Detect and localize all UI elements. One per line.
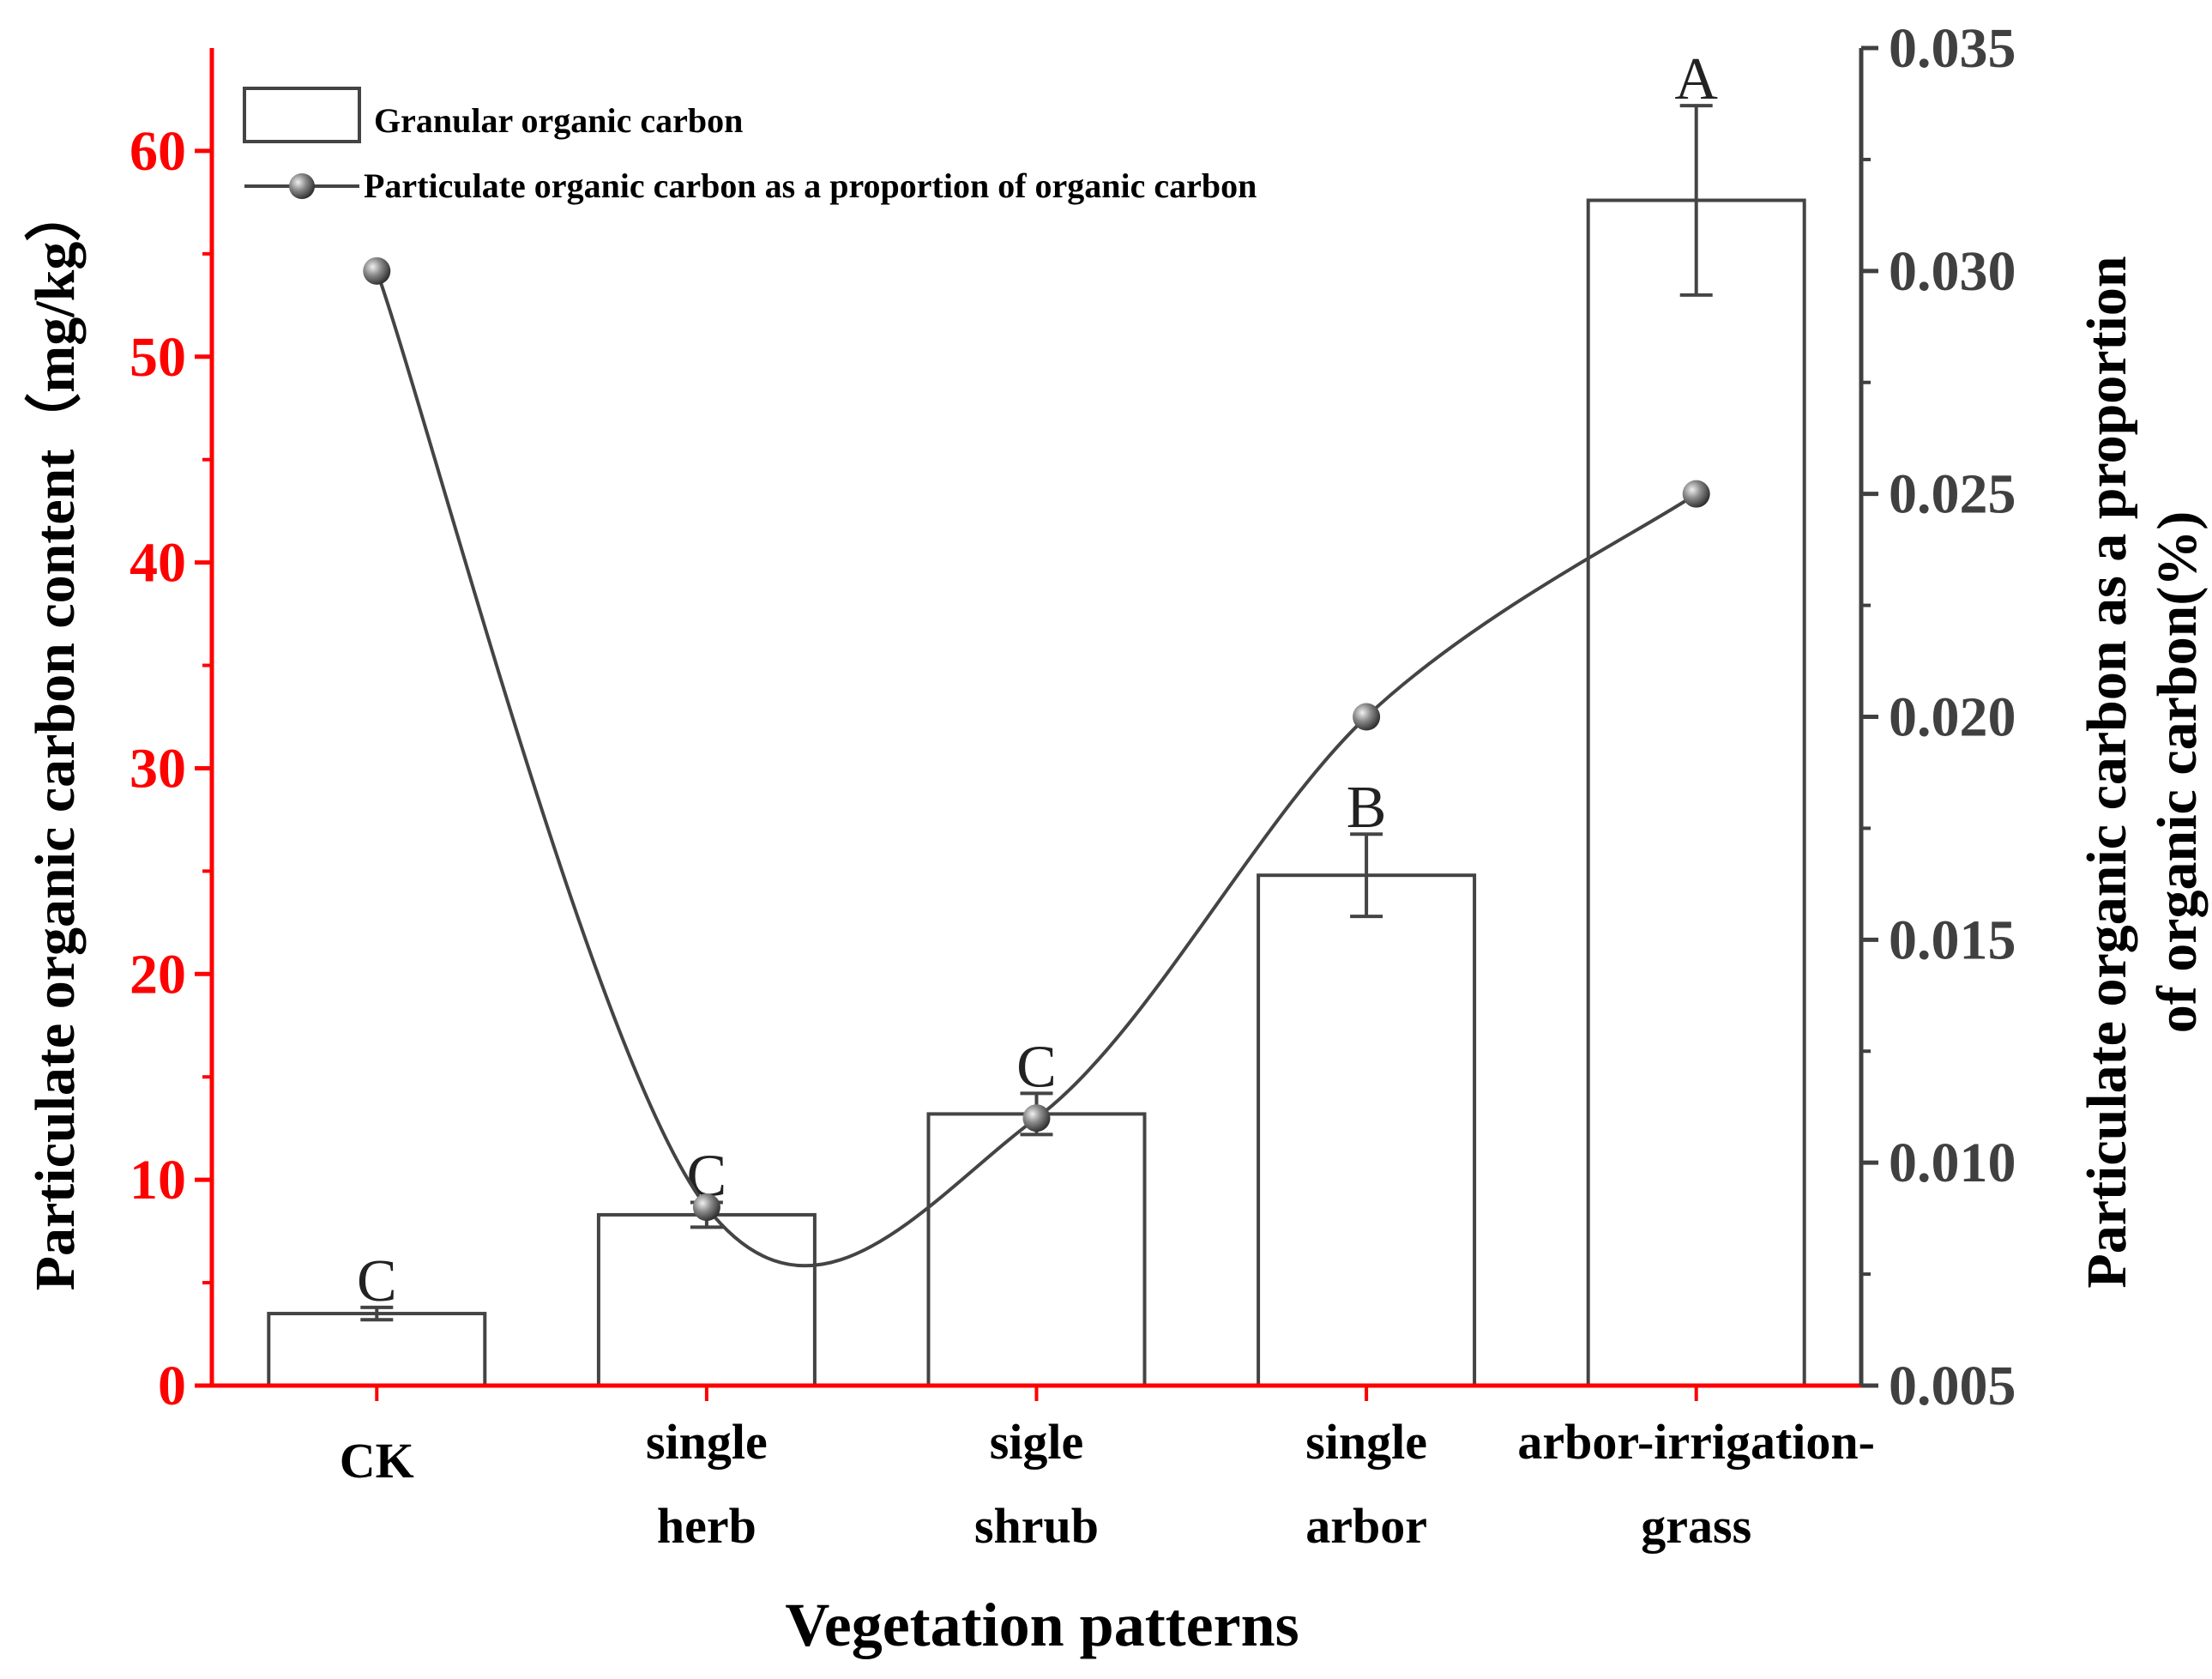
right-tick-label-3: 0.020 — [1889, 686, 2016, 749]
category-label-line: single — [646, 1414, 768, 1470]
left-tick-label-4: 40 — [130, 532, 186, 595]
axes-layer: 0 10 20 30 40 50 60 0.005 0.010 0.015 0.020 0.025 0.… — [130, 17, 2016, 1554]
proportion-line — [375, 270, 1697, 1268]
bar-3 — [1257, 873, 1477, 1387]
right-tick-label-4: 0.025 — [1889, 463, 2016, 526]
left-tick-label-0: 0 — [158, 1355, 186, 1417]
category-label-line: sigle — [990, 1414, 1084, 1470]
category-label-3: single arbor — [1305, 1414, 1427, 1554]
line-point-0 — [363, 257, 391, 285]
category-label-4: arbor-irrigation-grass — [1517, 1414, 1875, 1554]
bar-0 — [267, 1312, 487, 1387]
line-point-1 — [692, 1193, 720, 1222]
category-label-line: shrub — [974, 1498, 1099, 1554]
bar-4 — [1586, 198, 1806, 1387]
bar-2 — [926, 1112, 1147, 1387]
right-tick-label-5: 0.030 — [1889, 240, 2016, 303]
legend-line-label: Particulate organic carbon as a proporti… — [364, 166, 1257, 205]
right-axis-title-line1: Particulate organic carbon as a proporti… — [2076, 256, 2138, 1288]
bar-1 — [596, 1212, 817, 1388]
category-label-line: single — [1305, 1414, 1427, 1470]
right-tick-label-1: 0.010 — [1889, 1132, 2016, 1194]
left-tick-label-3: 30 — [130, 737, 186, 800]
category-label-1: single herb — [646, 1414, 768, 1554]
line-point-4 — [1682, 480, 1710, 508]
legend: Granular organic carbon Particulate orga… — [243, 87, 1257, 205]
category-label-2: sigle shrub — [974, 1414, 1099, 1554]
left-axis-title: Particulate organic carbon content（mg/kg… — [23, 185, 87, 1291]
line-layer — [363, 257, 1710, 1268]
category-label-line: arbor — [1305, 1498, 1427, 1554]
right-tick-label-0: 0.005 — [1889, 1355, 2016, 1417]
category-label-0: CK — [340, 1433, 414, 1489]
line-point-2 — [1022, 1104, 1051, 1132]
category-label-line: CK — [340, 1433, 414, 1489]
left-tick-label-6: 60 — [130, 120, 186, 183]
x-axis-title: Vegetation patterns — [785, 1591, 1299, 1659]
left-tick-label-1: 10 — [130, 1149, 186, 1211]
right-tick-label-2: 0.015 — [1889, 909, 2016, 971]
legend-bar-label: Granular organic carbon — [374, 101, 743, 140]
left-tick-label-5: 50 — [130, 326, 186, 389]
category-label-line: arbor-irrigation- — [1517, 1414, 1875, 1470]
legend-bar-swatch — [243, 87, 361, 143]
category-label-line: herb — [657, 1498, 756, 1554]
significance-letter-3: B — [1347, 775, 1387, 841]
significance-letter-0: C — [357, 1248, 397, 1314]
left-tick-label-2: 20 — [130, 943, 186, 1006]
right-axis-title-line2: of organic carbon(%) — [2146, 511, 2209, 1034]
right-tick-label-6: 0.035 — [1889, 17, 2016, 80]
significance-letter-2: C — [1016, 1034, 1057, 1100]
line-point-3 — [1353, 703, 1381, 731]
significance-letter-4: A — [1674, 46, 1718, 112]
category-label-line: grass — [1641, 1498, 1751, 1554]
legend-line-marker — [289, 173, 315, 199]
